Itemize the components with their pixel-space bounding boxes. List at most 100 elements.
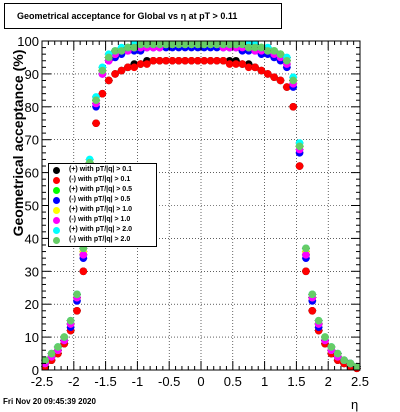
data-point <box>289 76 298 85</box>
data-point <box>162 56 170 65</box>
data-point <box>251 63 259 72</box>
y-tick-label: 80 <box>25 100 39 115</box>
y-tick-label: 10 <box>25 330 39 345</box>
data-point <box>263 70 272 78</box>
y-tick-label: 30 <box>25 264 39 279</box>
data-point <box>257 43 266 52</box>
data-point <box>200 56 208 65</box>
x-tick-label: -2.5 <box>31 374 53 389</box>
legend-marker-icon <box>53 207 60 214</box>
data-point <box>73 290 81 299</box>
x-tick-label: 1 <box>261 374 268 389</box>
grid-lines <box>41 40 361 371</box>
data-point <box>130 63 139 72</box>
data-point <box>321 333 329 341</box>
legend: (+) with pT/|q| > 0.1 (-) with pT/|q| > … <box>48 163 157 247</box>
data-point <box>346 359 355 368</box>
data-point <box>244 63 253 72</box>
data-point <box>219 56 228 65</box>
data-point <box>54 343 62 351</box>
data-point <box>149 40 158 49</box>
data-point <box>232 40 240 49</box>
data-point <box>79 251 88 259</box>
data-point <box>353 362 361 371</box>
data-point <box>92 96 100 105</box>
data-point <box>98 89 107 98</box>
data-point <box>302 251 310 259</box>
x-tick-label: 2.5 <box>351 374 369 389</box>
legend-marker-icon <box>53 167 60 174</box>
legend-marker-icon <box>53 197 60 204</box>
legend-label: (-) with pT/|q| > 0.1 <box>69 176 131 183</box>
legend-label: (-) with pT/|q| > 1.0 <box>69 216 131 223</box>
legend-label: (-) with pT/|q| > 0.5 <box>69 196 131 203</box>
data-point <box>92 119 100 128</box>
y-axis-label: Geometrical acceptance (%) <box>10 49 26 237</box>
data-point <box>130 43 139 52</box>
data-point <box>270 73 278 81</box>
data-point <box>314 316 323 325</box>
data-point <box>194 56 202 65</box>
data-point <box>104 53 113 62</box>
data-point <box>213 56 221 65</box>
data-point <box>308 290 317 299</box>
data-point <box>181 56 189 65</box>
data-point <box>194 40 202 49</box>
data-point <box>136 40 145 49</box>
data-point <box>111 70 119 78</box>
y-tick-label: 0 <box>32 363 39 378</box>
y-tick-label: 20 <box>25 297 39 312</box>
data-point <box>143 40 151 49</box>
legend-marker-icon <box>53 237 60 244</box>
data-point <box>79 267 88 276</box>
data-point <box>333 349 342 358</box>
series-group <box>41 56 361 373</box>
data-point <box>168 40 177 49</box>
data-point <box>174 40 183 49</box>
y-tick-label: 90 <box>25 67 39 82</box>
data-point <box>295 142 304 151</box>
y-tick-label: 100 <box>17 34 39 49</box>
x-tick-label: 0 <box>197 374 204 389</box>
data-point <box>111 47 119 55</box>
legend-label: (-) with pT/|q| > 2.0 <box>69 236 131 243</box>
legend-marker-icon <box>53 177 60 184</box>
data-point <box>270 47 278 55</box>
legend-label: (+) with pT/|q| > 0.5 <box>69 186 133 193</box>
x-tick-label: -1.5 <box>94 374 116 389</box>
legend-marker-icon <box>53 217 60 224</box>
data-point <box>124 63 132 72</box>
data-point <box>98 66 107 75</box>
y-tick-label: 50 <box>25 199 39 214</box>
data-point <box>104 76 113 85</box>
data-point <box>174 56 183 65</box>
axis-ticks <box>41 40 361 371</box>
legend-label: (+) with pT/|q| > 0.1 <box>69 166 133 173</box>
legend-label: (+) with pT/|q| > 1.0 <box>69 206 133 213</box>
data-point <box>181 40 189 49</box>
data-point <box>257 66 266 75</box>
x-tick-label: 0.5 <box>224 374 242 389</box>
data-point <box>206 56 215 65</box>
data-point <box>283 56 291 65</box>
y-tick-label: 40 <box>25 231 39 246</box>
chart-title: Geometrical acceptance for Global vs η a… <box>17 11 238 21</box>
data-point <box>124 43 132 52</box>
chart-title-box: Geometrical acceptance for Global vs η a… <box>4 3 282 29</box>
data-point <box>238 60 247 68</box>
timestamp: Fri Nov 20 09:45:39 2020 <box>3 397 96 406</box>
x-axis-label: η <box>351 397 359 412</box>
axis-tick-labels: -2.5 -2 -1.5 -1 -0.5 0 0.5 1 1.5 2 2.5 0 10 20 30 40 50 6… <box>17 34 369 389</box>
legend-label: (+) with pT/|q| > 2.0 <box>69 226 133 233</box>
x-tick-label: -1 <box>132 374 144 389</box>
data-point <box>295 162 304 170</box>
data-point <box>187 56 196 65</box>
data-point <box>143 60 151 68</box>
data-point <box>263 47 272 55</box>
data-point <box>155 56 164 65</box>
data-point <box>213 40 221 49</box>
data-point <box>66 316 75 325</box>
data-point <box>283 83 291 91</box>
data-point <box>251 43 259 52</box>
data-point <box>149 56 158 65</box>
